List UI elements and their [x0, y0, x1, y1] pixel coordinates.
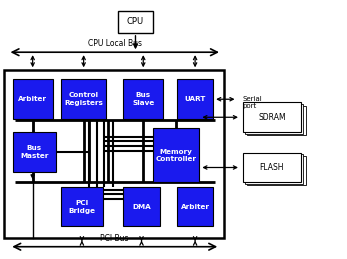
Text: FLASH: FLASH — [260, 163, 284, 172]
Bar — [177, 188, 213, 226]
Bar — [245, 104, 303, 134]
Text: Bus
Slave: Bus Slave — [132, 92, 154, 106]
Text: Arbiter: Arbiter — [180, 204, 210, 210]
Text: CPU: CPU — [127, 17, 144, 26]
Bar — [243, 153, 302, 182]
Bar — [247, 105, 305, 135]
Text: Bus
Master: Bus Master — [20, 145, 49, 159]
Bar — [61, 79, 106, 119]
Text: PCI
Bridge: PCI Bridge — [68, 200, 95, 213]
Text: PCI Bus: PCI Bus — [101, 234, 129, 243]
Bar — [243, 103, 302, 132]
Text: SDRAM: SDRAM — [258, 113, 286, 122]
Bar — [247, 156, 305, 185]
Text: Arbiter: Arbiter — [18, 96, 47, 102]
Bar — [177, 79, 213, 119]
Bar — [245, 154, 303, 184]
Bar — [13, 79, 52, 119]
Text: Memory
Controller: Memory Controller — [155, 148, 197, 162]
Text: CPU Local Bus: CPU Local Bus — [88, 39, 142, 48]
Bar — [124, 79, 163, 119]
Bar — [61, 188, 103, 226]
Text: Control
Registers: Control Registers — [64, 92, 103, 106]
Bar — [153, 128, 200, 182]
Bar — [124, 188, 160, 226]
Text: UART: UART — [184, 96, 206, 102]
Bar — [4, 70, 223, 238]
Bar — [118, 11, 153, 33]
Bar — [13, 132, 56, 172]
Text: Serial
port: Serial port — [243, 96, 262, 109]
Text: DMA: DMA — [132, 204, 151, 210]
